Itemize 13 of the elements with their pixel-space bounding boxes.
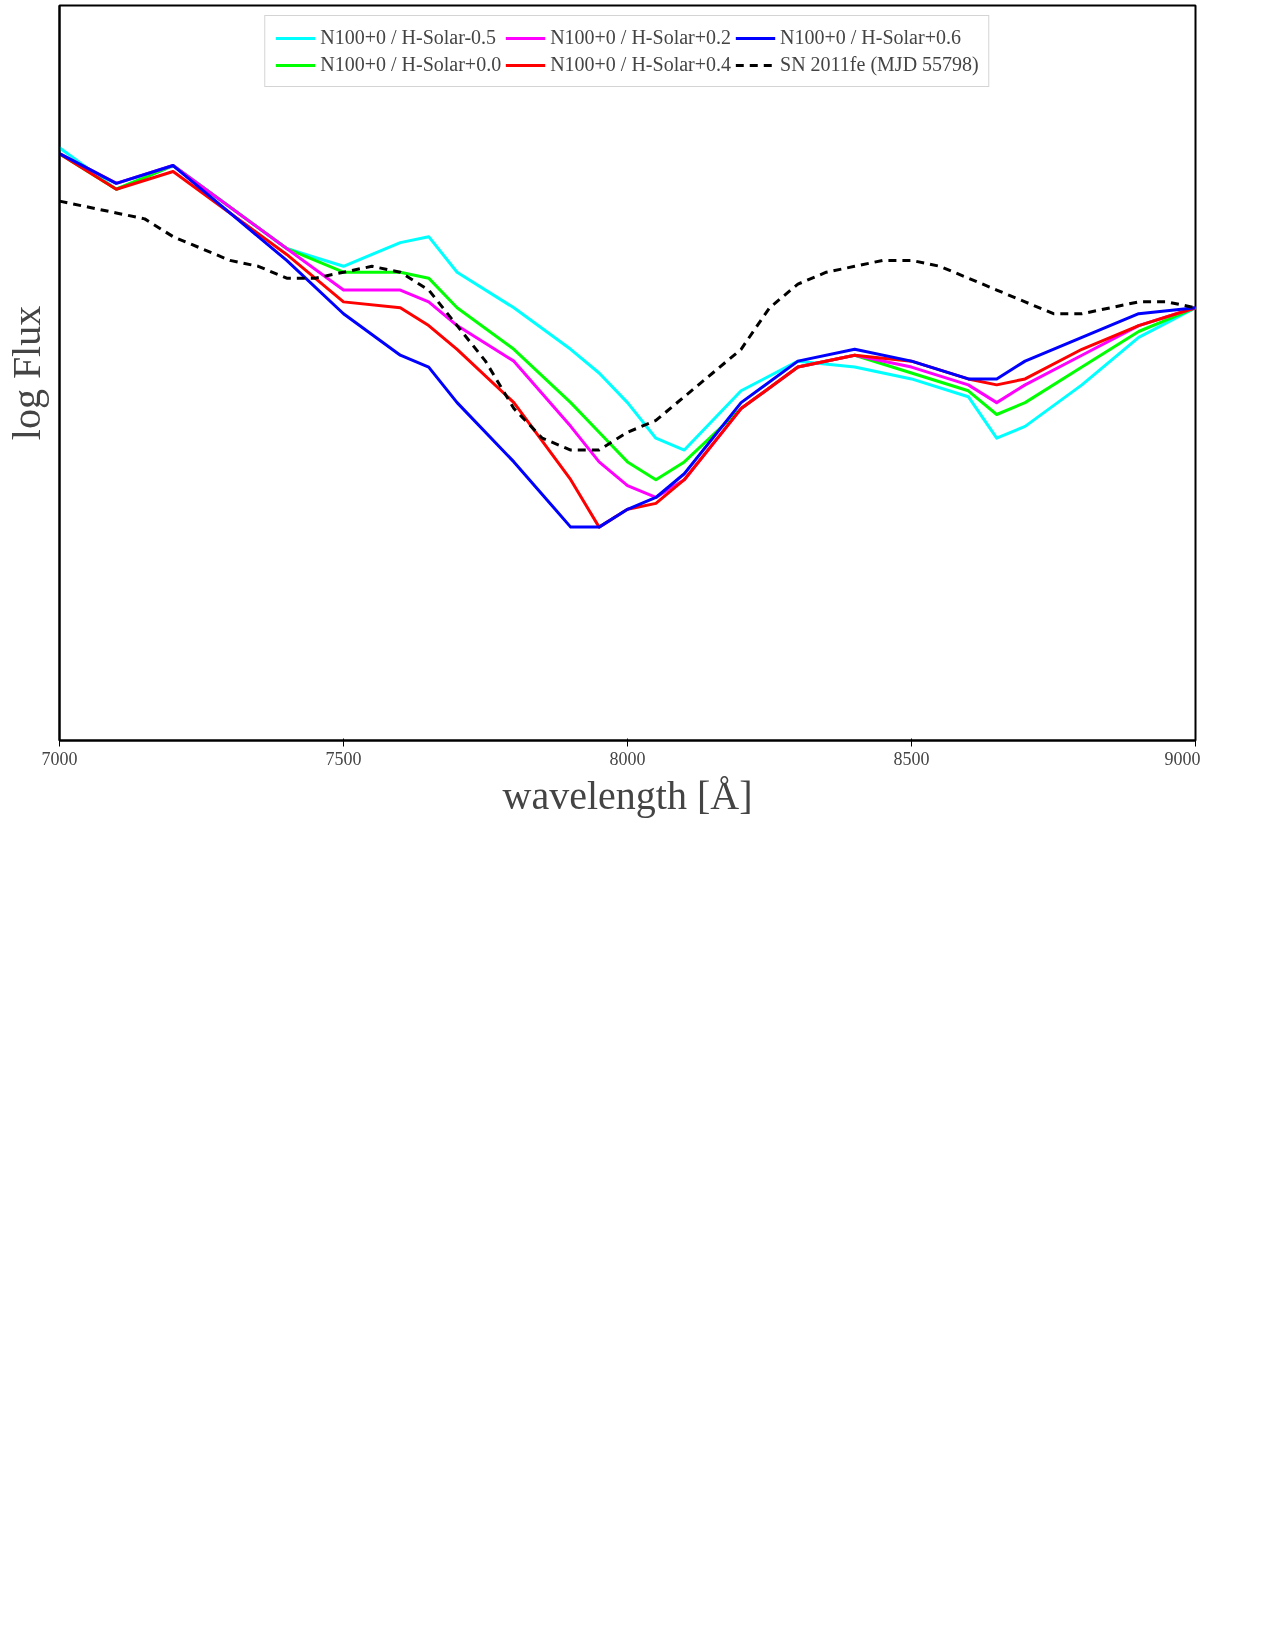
legend-label: N100+0 / H-Solar+0.6 [780, 26, 961, 49]
legend-label: N100+0 / H-Solar+0.2 [550, 26, 732, 49]
x-tick-label: 8000 [609, 748, 646, 769]
x-tick-label: 9000 [1164, 748, 1201, 769]
x-axis-title: wavelength [Å] [502, 772, 753, 818]
legend-label: N100+0 / H-Solar-0.5 [320, 26, 497, 49]
y-axis-title: log Flux [3, 305, 49, 441]
legend-label: N100+0 / H-Solar+0.0 [320, 53, 502, 76]
legend-label: SN 2011fe (MJD 55798) [780, 53, 979, 76]
x-tick-label: 7000 [41, 748, 78, 769]
x-tick-label: 7500 [325, 748, 362, 769]
x-tick-label: 8500 [893, 748, 930, 769]
legend-label: N100+0 / H-Solar+0.4 [550, 53, 732, 76]
